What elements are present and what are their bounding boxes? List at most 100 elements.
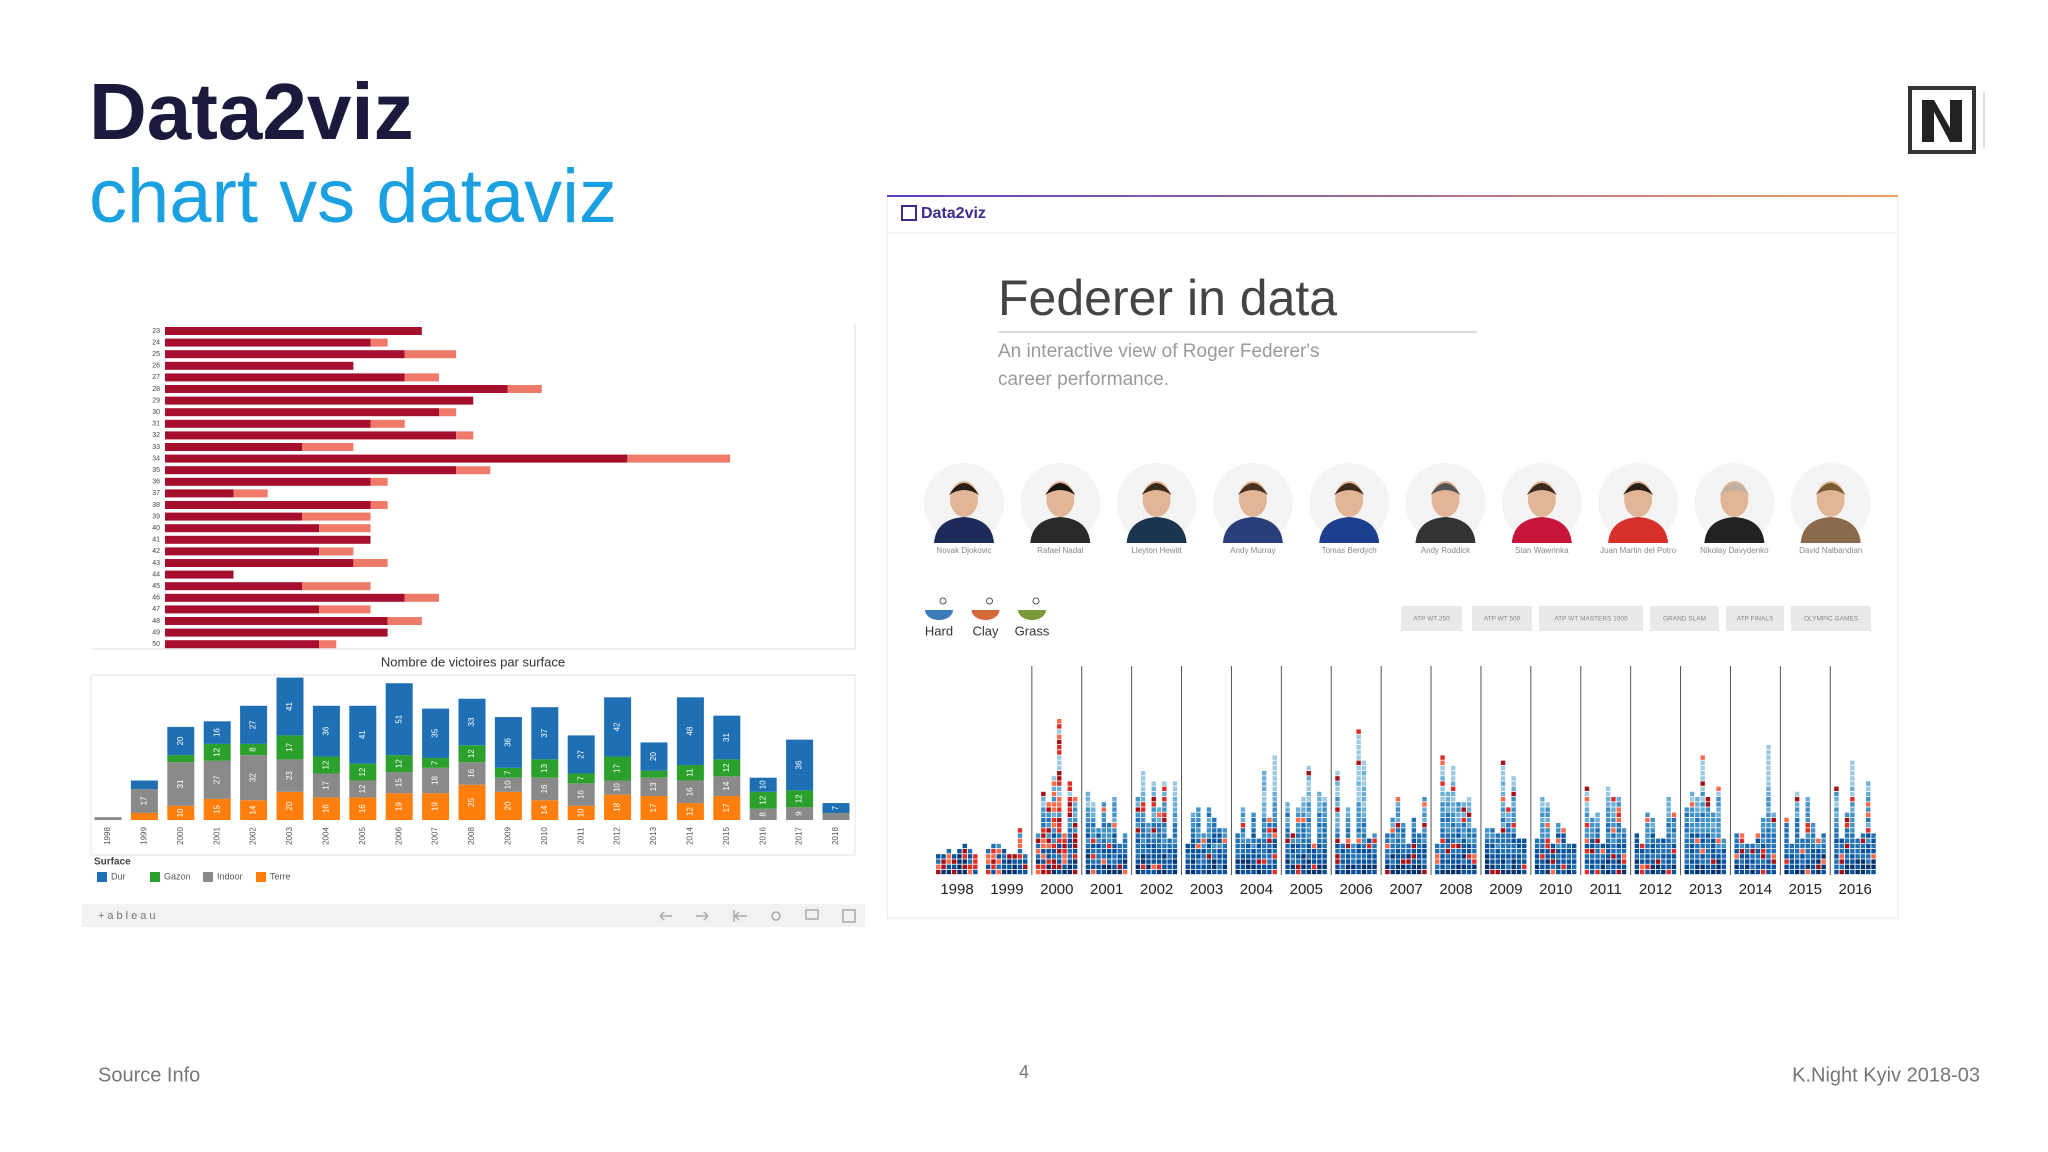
match-cell bbox=[1335, 807, 1340, 812]
player-avatar[interactable] bbox=[1116, 463, 1197, 543]
logo bbox=[1908, 86, 1985, 154]
match-cell bbox=[1800, 859, 1805, 864]
match-cell bbox=[1616, 843, 1621, 849]
tournament-button[interactable]: ATP FINALS bbox=[1726, 606, 1784, 631]
match-cell bbox=[951, 854, 957, 859]
match-cell bbox=[1810, 823, 1816, 828]
match-cell bbox=[1511, 776, 1516, 781]
match-cell bbox=[1196, 859, 1201, 864]
match-cell bbox=[1484, 838, 1490, 843]
tournament-button[interactable]: ATP WT 500 bbox=[1472, 606, 1532, 631]
player-avatar[interactable] bbox=[1405, 463, 1486, 543]
match-cell bbox=[1600, 864, 1606, 869]
match-cell bbox=[1172, 797, 1178, 802]
fullscreen-icon[interactable] bbox=[842, 909, 856, 923]
surface-filter[interactable]: Hard bbox=[925, 597, 953, 638]
player-avatar[interactable] bbox=[1501, 463, 1582, 543]
player-avatar[interactable] bbox=[1212, 463, 1293, 543]
tournament-button[interactable]: ATP WT MASTERS 1000 bbox=[1539, 606, 1643, 631]
match-cell bbox=[1500, 833, 1506, 838]
match-cell bbox=[1561, 864, 1566, 869]
match-cell bbox=[1067, 781, 1073, 786]
match-cell bbox=[1450, 869, 1456, 875]
match-cell bbox=[1571, 864, 1577, 869]
match-cell bbox=[1440, 843, 1445, 849]
player-avatar[interactable] bbox=[1020, 463, 1101, 543]
match-cell bbox=[1057, 755, 1062, 760]
match-cell bbox=[1794, 833, 1800, 838]
match-cell bbox=[1046, 859, 1051, 864]
match-cell bbox=[1490, 838, 1495, 843]
match-cell bbox=[1666, 859, 1671, 864]
match-cell bbox=[1057, 828, 1062, 833]
download-icon[interactable] bbox=[805, 909, 819, 920]
player-avatar[interactable] bbox=[924, 463, 1004, 543]
match-cell bbox=[1057, 849, 1062, 854]
match-cell bbox=[1545, 807, 1550, 812]
bar-segment bbox=[676, 803, 704, 820]
match-cell bbox=[996, 859, 1001, 864]
match-cell bbox=[1062, 849, 1067, 854]
bar-segment bbox=[822, 803, 850, 813]
share-icon[interactable] bbox=[771, 911, 781, 921]
match-cell bbox=[1500, 797, 1506, 802]
match-cell bbox=[1700, 807, 1705, 812]
surface-filter[interactable]: Clay bbox=[971, 597, 1000, 638]
match-cell bbox=[1666, 864, 1671, 869]
match-cell bbox=[1545, 859, 1550, 864]
redo-icon[interactable] bbox=[696, 911, 709, 921]
footer-credit: K.Night Kyiv 2018-03 bbox=[1792, 1064, 1980, 1086]
match-cell bbox=[1445, 833, 1451, 838]
match-cell bbox=[1067, 786, 1073, 791]
player-avatar[interactable] bbox=[1598, 463, 1679, 543]
match-cell bbox=[1361, 776, 1367, 781]
revert-icon[interactable] bbox=[733, 910, 747, 922]
data-label: 8 bbox=[249, 747, 258, 752]
year-label: 2008 bbox=[1439, 881, 1472, 898]
match-cell bbox=[1151, 812, 1156, 817]
match-cell bbox=[1306, 817, 1311, 823]
match-cell bbox=[1201, 838, 1206, 843]
match-cell bbox=[1206, 817, 1212, 823]
undo-icon[interactable] bbox=[659, 911, 672, 921]
bar-segment bbox=[385, 755, 413, 773]
player-avatar[interactable] bbox=[1694, 463, 1775, 543]
match-cell bbox=[1072, 823, 1078, 828]
match-cell bbox=[1106, 859, 1112, 864]
bar-segment bbox=[458, 745, 486, 763]
match-cell bbox=[1611, 833, 1616, 838]
match-cell bbox=[1661, 854, 1666, 859]
tournament-button[interactable]: GRAND SLAM bbox=[1650, 606, 1719, 631]
bar-segment bbox=[507, 385, 542, 393]
match-cell bbox=[1117, 859, 1122, 864]
match-cell bbox=[1500, 760, 1506, 765]
match-cell bbox=[1295, 838, 1301, 843]
match-cell bbox=[1206, 849, 1212, 854]
player-avatar[interactable] bbox=[1309, 463, 1390, 543]
match-cell bbox=[1212, 849, 1217, 854]
match-cell bbox=[1771, 859, 1776, 864]
tournament-button[interactable]: ATP WT 250 bbox=[1401, 606, 1462, 631]
match-cell bbox=[1067, 828, 1073, 833]
match-cell bbox=[1621, 843, 1627, 849]
match-cell bbox=[1810, 838, 1816, 843]
match-cell bbox=[1661, 838, 1666, 843]
match-cell bbox=[1322, 828, 1327, 833]
match-cell bbox=[1072, 869, 1078, 875]
match-cell bbox=[1695, 807, 1700, 812]
match-cell bbox=[1151, 864, 1156, 869]
match-cell bbox=[1361, 823, 1367, 828]
match-cell bbox=[1435, 843, 1440, 849]
match-cell bbox=[1584, 838, 1590, 843]
match-cell bbox=[1267, 854, 1272, 859]
tournament-button[interactable]: OLYMPIC GAMES bbox=[1791, 606, 1871, 631]
surface-filter[interactable]: Grass bbox=[1015, 597, 1050, 638]
match-cell bbox=[1322, 864, 1327, 869]
match-cell bbox=[1506, 812, 1511, 817]
match-cell bbox=[1190, 849, 1196, 854]
match-cell bbox=[1605, 807, 1611, 812]
match-cell bbox=[1146, 838, 1151, 843]
match-cell bbox=[1261, 869, 1267, 875]
player-avatar[interactable] bbox=[1790, 463, 1871, 543]
match-cell bbox=[1472, 838, 1477, 843]
